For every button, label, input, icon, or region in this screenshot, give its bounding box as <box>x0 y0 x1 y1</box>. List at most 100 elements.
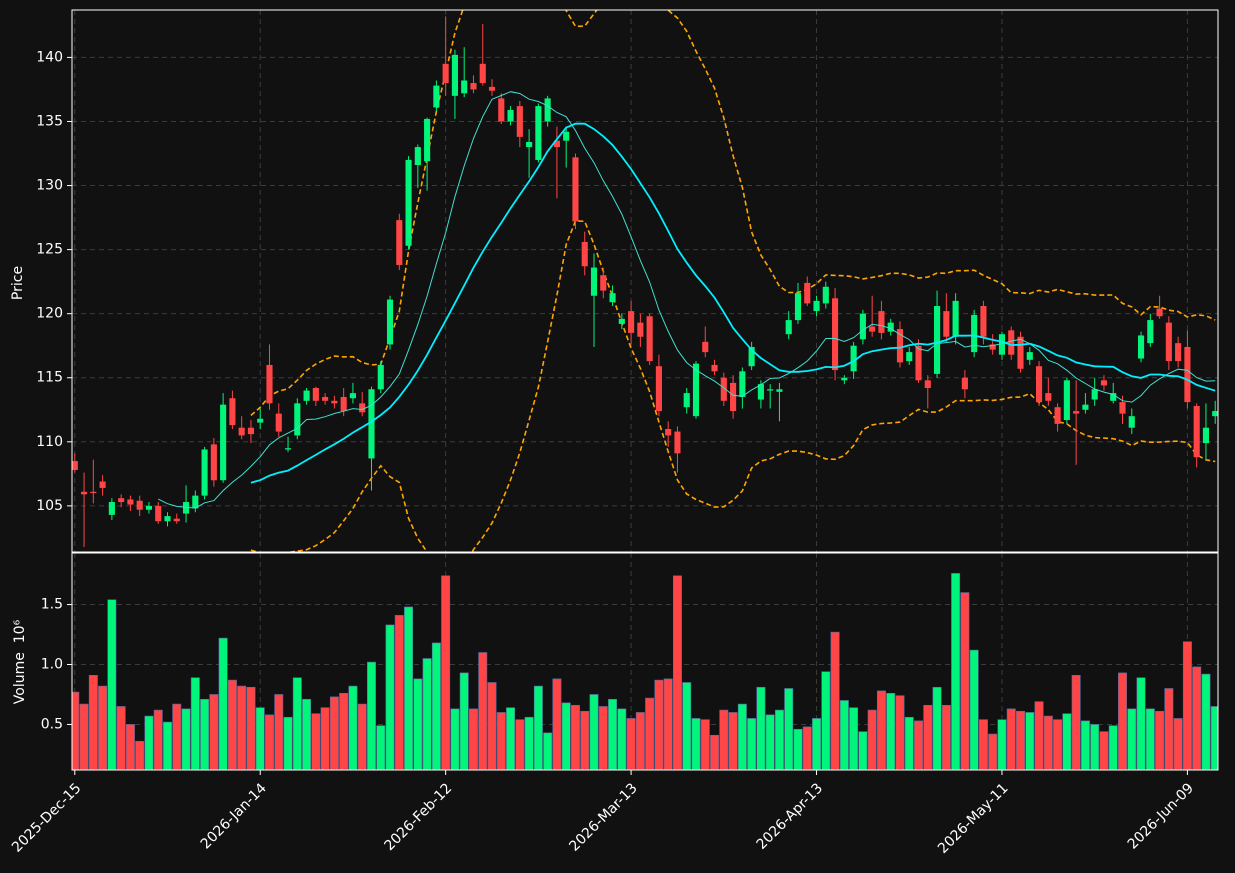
volume-bar <box>1043 715 1053 770</box>
volume-frame <box>71 552 1219 771</box>
volume-bar <box>561 702 571 770</box>
volume-bar <box>441 575 451 770</box>
candle-body <box>896 329 904 363</box>
candle-body <box>284 448 292 450</box>
candle-body <box>442 63 449 84</box>
candle-body <box>1035 366 1043 403</box>
candle-body <box>952 300 959 337</box>
volume-bar <box>515 719 525 770</box>
candle-body <box>396 220 403 265</box>
volume-bar <box>1201 673 1211 770</box>
y-axis-label: Price <box>10 266 26 300</box>
candle-body <box>192 495 199 509</box>
volume-bar <box>1099 731 1109 770</box>
y-tick-label: 130 <box>36 178 63 194</box>
volume-bar <box>570 704 580 770</box>
volume-bar <box>1034 701 1044 770</box>
volume-bar <box>1006 708 1016 770</box>
candle-body <box>767 389 774 391</box>
volume-bar <box>923 704 933 770</box>
volume-bar <box>1016 710 1025 770</box>
candle-body <box>628 311 635 333</box>
candle-body <box>943 311 950 337</box>
candle-body <box>785 320 792 335</box>
candle-body <box>906 352 913 362</box>
volume-bar <box>302 698 312 770</box>
candle-body <box>692 363 700 417</box>
candle-body <box>488 86 496 91</box>
y-tick-label: 105 <box>36 498 63 514</box>
candle-body <box>572 157 579 222</box>
candle-body <box>1091 389 1098 400</box>
volume-bar <box>144 715 154 770</box>
candle-body <box>1063 380 1070 421</box>
bollinger-lower <box>250 220 1216 552</box>
candle-body <box>1147 320 1154 344</box>
candle-body <box>377 364 384 390</box>
candle-body <box>1128 416 1135 428</box>
volume-bar <box>682 682 692 770</box>
candle-body <box>618 318 625 324</box>
candle-body <box>887 322 894 332</box>
volume-bar <box>858 731 868 770</box>
volume-bar <box>533 685 543 770</box>
volume-bar <box>422 658 432 770</box>
volume-bar <box>969 649 979 770</box>
candle-body <box>349 393 356 399</box>
volume-bar <box>1173 718 1183 770</box>
candle-body <box>757 384 764 400</box>
volume-bar <box>960 592 970 770</box>
volume-bar <box>830 631 840 770</box>
volume-bar <box>700 719 710 770</box>
volume-bar <box>116 706 126 770</box>
candle-body <box>155 505 162 522</box>
candle-body <box>655 366 662 412</box>
volume-bar <box>431 642 441 770</box>
volume-bar <box>710 734 720 770</box>
candle-body <box>646 316 653 362</box>
candle-body <box>535 106 542 160</box>
candle-body <box>544 98 551 122</box>
candle-body <box>145 505 153 510</box>
volume-bar <box>997 719 1007 770</box>
volume-bar <box>821 671 831 770</box>
candle-body <box>581 241 588 267</box>
candle-body <box>637 322 644 337</box>
volume-bar <box>1182 641 1192 770</box>
candle-body <box>869 326 876 332</box>
volume-bar <box>598 706 608 770</box>
y-tick-label: 115 <box>36 370 63 386</box>
candle-body <box>322 396 329 401</box>
volume-bar <box>617 708 627 770</box>
candle-body <box>433 85 440 108</box>
candle-body <box>1193 405 1200 458</box>
candle-body <box>720 377 727 401</box>
volume-bar <box>1062 713 1072 770</box>
candle-body <box>414 147 421 166</box>
y-tick-label: 1.0 <box>41 656 63 672</box>
volume-bar <box>404 606 414 770</box>
candle-body <box>1017 336 1024 369</box>
candle-body <box>1045 393 1052 401</box>
candle-body <box>275 413 282 432</box>
volume-bar <box>784 688 794 770</box>
candle-body <box>257 418 264 423</box>
volume-bar <box>190 677 200 770</box>
candle-body <box>600 275 607 291</box>
volume-bar <box>413 678 423 770</box>
candle-body <box>461 80 468 94</box>
candle-body <box>470 83 477 90</box>
volume-bar <box>1155 710 1165 770</box>
candle-body <box>1156 308 1163 317</box>
volume-bar <box>1118 672 1127 770</box>
volume-bar <box>135 740 145 770</box>
candle-body <box>238 427 245 436</box>
candle-body <box>80 491 88 495</box>
candle-body <box>683 393 690 408</box>
volume-bar <box>88 674 98 770</box>
candle-body <box>127 499 134 505</box>
candle-body <box>201 449 208 496</box>
volume-bar <box>895 695 905 770</box>
volume-bar <box>450 708 460 770</box>
candle-body <box>878 311 885 333</box>
